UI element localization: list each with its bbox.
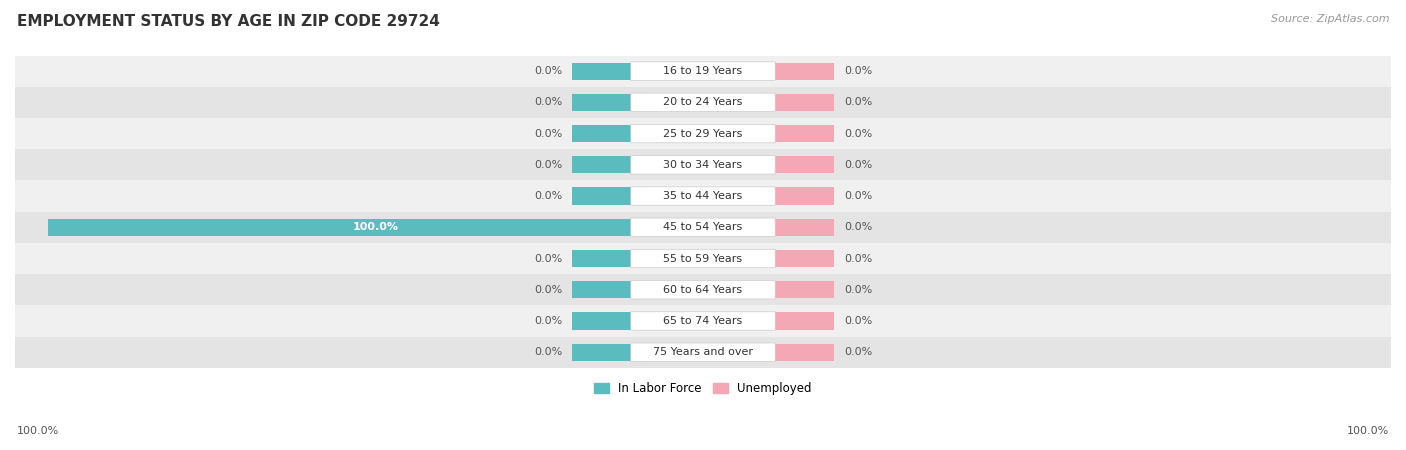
Text: 0.0%: 0.0% — [534, 285, 562, 295]
Bar — [48, 219, 703, 236]
Bar — [572, 312, 703, 329]
Bar — [572, 156, 703, 173]
Text: Source: ZipAtlas.com: Source: ZipAtlas.com — [1271, 14, 1389, 23]
Text: 16 to 19 Years: 16 to 19 Years — [664, 66, 742, 76]
Bar — [703, 344, 834, 361]
Text: 55 to 59 Years: 55 to 59 Years — [664, 253, 742, 264]
FancyBboxPatch shape — [631, 93, 775, 112]
FancyBboxPatch shape — [631, 62, 775, 81]
Text: 0.0%: 0.0% — [534, 347, 562, 357]
Bar — [572, 250, 703, 267]
FancyBboxPatch shape — [15, 87, 1391, 118]
Bar — [703, 94, 834, 111]
Text: 100.0%: 100.0% — [1347, 427, 1389, 436]
Text: 100.0%: 100.0% — [353, 222, 398, 232]
Text: 0.0%: 0.0% — [534, 191, 562, 201]
FancyBboxPatch shape — [631, 187, 775, 205]
Text: 0.0%: 0.0% — [534, 97, 562, 108]
Text: 0.0%: 0.0% — [844, 253, 872, 264]
Text: 0.0%: 0.0% — [844, 347, 872, 357]
FancyBboxPatch shape — [15, 243, 1391, 274]
FancyBboxPatch shape — [15, 118, 1391, 149]
Bar — [703, 281, 834, 298]
Text: 60 to 64 Years: 60 to 64 Years — [664, 285, 742, 295]
Bar — [572, 344, 703, 361]
Text: 0.0%: 0.0% — [534, 160, 562, 170]
Bar — [703, 219, 834, 236]
Text: 0.0%: 0.0% — [844, 285, 872, 295]
Text: 0.0%: 0.0% — [534, 129, 562, 139]
Text: 0.0%: 0.0% — [534, 316, 562, 326]
Bar — [703, 250, 834, 267]
Text: 0.0%: 0.0% — [844, 97, 872, 108]
Text: 0.0%: 0.0% — [844, 129, 872, 139]
FancyBboxPatch shape — [631, 249, 775, 268]
FancyBboxPatch shape — [631, 343, 775, 361]
FancyBboxPatch shape — [15, 149, 1391, 180]
Text: 25 to 29 Years: 25 to 29 Years — [664, 129, 742, 139]
Bar — [572, 63, 703, 80]
FancyBboxPatch shape — [15, 180, 1391, 212]
Text: 0.0%: 0.0% — [534, 66, 562, 76]
FancyBboxPatch shape — [15, 306, 1391, 337]
FancyBboxPatch shape — [631, 124, 775, 143]
Bar — [572, 94, 703, 111]
Text: 65 to 74 Years: 65 to 74 Years — [664, 316, 742, 326]
Bar — [703, 156, 834, 173]
FancyBboxPatch shape — [15, 274, 1391, 306]
Bar — [703, 312, 834, 329]
FancyBboxPatch shape — [631, 312, 775, 330]
Bar — [703, 125, 834, 142]
Text: 0.0%: 0.0% — [844, 160, 872, 170]
Text: 0.0%: 0.0% — [844, 66, 872, 76]
Text: 45 to 54 Years: 45 to 54 Years — [664, 222, 742, 232]
Bar — [572, 281, 703, 298]
FancyBboxPatch shape — [631, 218, 775, 237]
FancyBboxPatch shape — [15, 55, 1391, 87]
Text: 30 to 34 Years: 30 to 34 Years — [664, 160, 742, 170]
Legend: In Labor Force, Unemployed: In Labor Force, Unemployed — [589, 377, 817, 400]
Bar — [572, 125, 703, 142]
Text: 0.0%: 0.0% — [534, 253, 562, 264]
Text: 35 to 44 Years: 35 to 44 Years — [664, 191, 742, 201]
Bar — [703, 63, 834, 80]
FancyBboxPatch shape — [631, 156, 775, 174]
Bar — [703, 188, 834, 205]
Text: 0.0%: 0.0% — [844, 316, 872, 326]
Text: 75 Years and over: 75 Years and over — [652, 347, 754, 357]
Text: 20 to 24 Years: 20 to 24 Years — [664, 97, 742, 108]
Text: 0.0%: 0.0% — [844, 191, 872, 201]
Text: EMPLOYMENT STATUS BY AGE IN ZIP CODE 29724: EMPLOYMENT STATUS BY AGE IN ZIP CODE 297… — [17, 14, 440, 28]
Text: 100.0%: 100.0% — [17, 427, 59, 436]
Text: 0.0%: 0.0% — [844, 222, 872, 232]
FancyBboxPatch shape — [15, 212, 1391, 243]
FancyBboxPatch shape — [15, 337, 1391, 368]
Bar — [572, 188, 703, 205]
FancyBboxPatch shape — [631, 280, 775, 299]
